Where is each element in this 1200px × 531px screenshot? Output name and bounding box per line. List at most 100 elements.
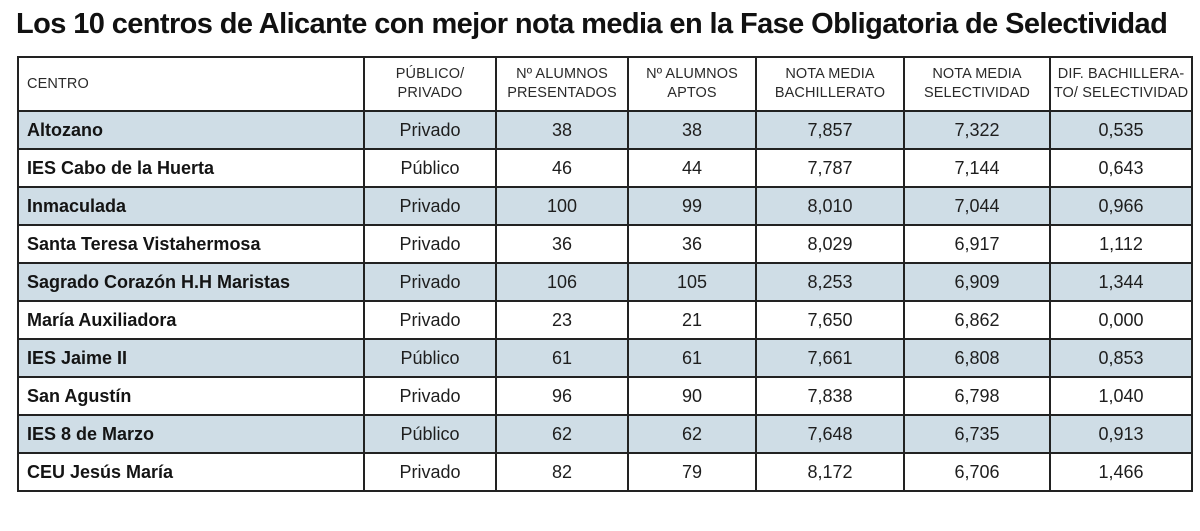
cell-aptos: 62 [627,414,757,454]
cell-aptos: 61 [627,338,757,378]
cell-selectividad: 6,862 [903,300,1051,340]
cell-aptos: 38 [627,110,757,150]
cell-aptos: 79 [627,452,757,492]
cell-presentados: 23 [495,300,629,340]
cell-bachillerato: 8,172 [755,452,905,492]
cell-tipo: Privado [363,224,497,264]
cell-selectividad: 6,735 [903,414,1051,454]
cell-bachillerato: 8,010 [755,186,905,226]
cell-diferencia: 1,466 [1049,452,1193,492]
header-aptos-line1: Nº ALUMNOS [646,66,738,82]
table-header: CENTRO PÚBLICO/ PRIVADO Nº ALUMNOS PRESE… [17,56,1193,112]
header-bachillerato: NOTA MEDIA BACHILLERATO [755,56,905,112]
header-centro-text: CENTRO [27,75,89,92]
cell-centro: Inmaculada [17,186,365,226]
header-selectividad-line2: SELECTIVIDAD [924,85,1030,101]
cell-centro: CEU Jesús María [17,452,365,492]
cell-centro: Santa Teresa Vistahermosa [17,224,365,264]
cell-aptos: 99 [627,186,757,226]
cell-centro: IES Cabo de la Huerta [17,148,365,188]
header-presentados-line1: Nº ALUMNOS [516,66,608,82]
header-tipo-line1: PÚBLICO/ [395,66,465,82]
cell-tipo: Privado [363,452,497,492]
cell-bachillerato: 8,253 [755,262,905,302]
table-row: Sagrado Corazón H.H Maristas Privado 106 10… [17,262,1193,302]
header-bachillerato-line1: NOTA MEDIA [785,66,875,82]
cell-presentados: 82 [495,452,629,492]
results-table: CENTRO PÚBLICO/ PRIVADO Nº ALUMNOS PRESE… [17,56,1193,492]
table-row: IES 8 de Marzo Público 62 62 7,648 6,735 0,913 [17,414,1193,454]
cell-diferencia: 0,000 [1049,300,1193,340]
header-bachillerato-line2: BACHILLERATO [774,85,886,101]
cell-diferencia: 1,344 [1049,262,1193,302]
cell-centro: San Agustín [17,376,365,416]
header-tipo: PÚBLICO/ PRIVADO [363,56,497,112]
cell-diferencia: 0,966 [1049,186,1193,226]
cell-centro: IES Jaime II [17,338,365,378]
cell-aptos: 105 [627,262,757,302]
cell-selectividad: 7,144 [903,148,1051,188]
header-presentados-line2: PRESENTADOS [507,85,617,101]
cell-presentados: 61 [495,338,629,378]
header-diferencia: DIF. BACHILLERA- TO/ SELECTIVIDAD [1049,56,1193,112]
cell-aptos: 44 [627,148,757,188]
header-aptos: Nº ALUMNOS APTOS [627,56,757,112]
cell-centro: Altozano [17,110,365,150]
table-row: Inmaculada Privado 100 99 8,010 7,044 0,966 [17,186,1193,226]
cell-bachillerato: 7,787 [755,148,905,188]
header-aptos-line2: APTOS [667,85,717,101]
cell-presentados: 96 [495,376,629,416]
cell-centro: IES 8 de Marzo [17,414,365,454]
header-centro: CENTRO [17,56,365,112]
cell-presentados: 106 [495,262,629,302]
table-row: IES Jaime II Público 61 61 7,661 6,808 0,853 [17,338,1193,378]
cell-bachillerato: 7,857 [755,110,905,150]
cell-bachillerato: 7,648 [755,414,905,454]
header-selectividad-line1: NOTA MEDIA [932,66,1022,82]
table-row: IES Cabo de la Huerta Público 46 44 7,787 7,1… [17,148,1193,188]
cell-presentados: 62 [495,414,629,454]
cell-tipo: Público [363,148,497,188]
cell-diferencia: 1,112 [1049,224,1193,264]
cell-aptos: 36 [627,224,757,264]
table-row: San Agustín Privado 96 90 7,838 6,798 1,040 [17,376,1193,416]
cell-diferencia: 1,040 [1049,376,1193,416]
cell-selectividad: 6,917 [903,224,1051,264]
header-tipo-line2: PRIVADO [397,85,463,101]
cell-tipo: Privado [363,186,497,226]
cell-presentados: 38 [495,110,629,150]
cell-centro: Sagrado Corazón H.H Maristas [17,262,365,302]
cell-presentados: 36 [495,224,629,264]
cell-presentados: 100 [495,186,629,226]
page-title: Los 10 centros de Alicante con mejor not… [16,8,1168,40]
table-body: Altozano Privado 38 38 7,857 7,322 0,535 IES Ca… [17,110,1193,492]
cell-centro: María Auxiliadora [17,300,365,340]
cell-tipo: Privado [363,110,497,150]
cell-selectividad: 7,044 [903,186,1051,226]
cell-selectividad: 6,706 [903,452,1051,492]
cell-bachillerato: 7,838 [755,376,905,416]
cell-diferencia: 0,643 [1049,148,1193,188]
cell-tipo: Privado [363,376,497,416]
cell-tipo: Público [363,414,497,454]
header-diferencia-line2: TO/ SELECTIVIDAD [1053,85,1189,101]
header-selectividad: NOTA MEDIA SELECTIVIDAD [903,56,1051,112]
cell-tipo: Privado [363,262,497,302]
cell-tipo: Público [363,338,497,378]
cell-diferencia: 0,913 [1049,414,1193,454]
header-diferencia-line1: DIF. BACHILLERA- [1057,66,1185,82]
cell-selectividad: 6,909 [903,262,1051,302]
table-row: CEU Jesús María Privado 82 79 8,172 6,706 1,46… [17,452,1193,492]
table-row: Altozano Privado 38 38 7,857 7,322 0,535 [17,110,1193,150]
cell-aptos: 21 [627,300,757,340]
table-row: María Auxiliadora Privado 23 21 7,650 6,862 0,… [17,300,1193,340]
cell-selectividad: 6,798 [903,376,1051,416]
cell-tipo: Privado [363,300,497,340]
cell-diferencia: 0,535 [1049,110,1193,150]
cell-bachillerato: 7,650 [755,300,905,340]
cell-bachillerato: 7,661 [755,338,905,378]
cell-aptos: 90 [627,376,757,416]
table-row: Santa Teresa Vistahermosa Privado 36 36 8,02… [17,224,1193,264]
header-presentados: Nº ALUMNOS PRESENTADOS [495,56,629,112]
cell-diferencia: 0,853 [1049,338,1193,378]
